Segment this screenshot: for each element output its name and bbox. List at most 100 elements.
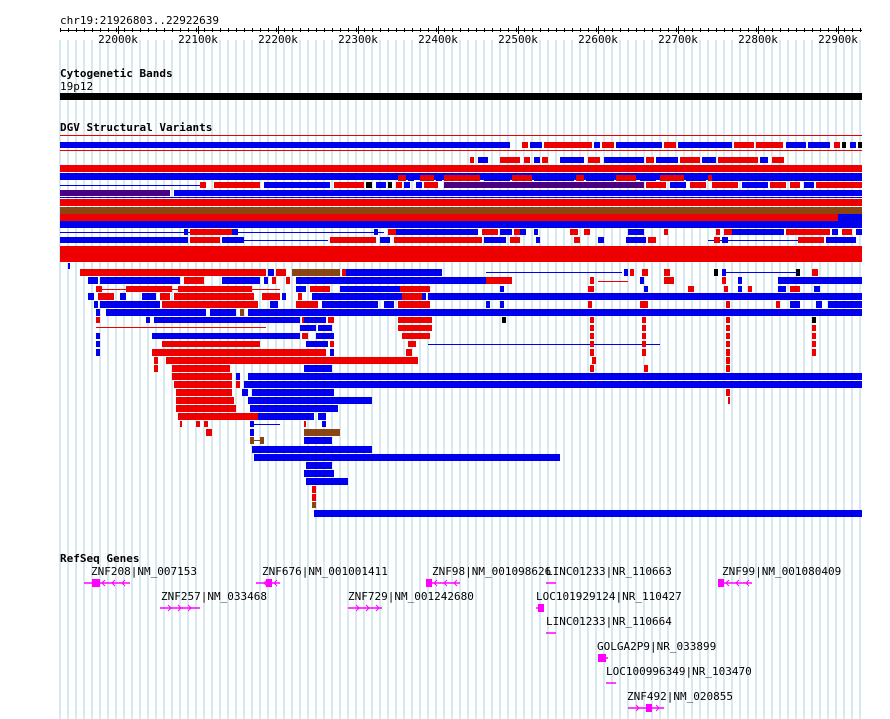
variant-bar[interactable] xyxy=(80,269,266,276)
variant-bar[interactable] xyxy=(160,293,170,300)
variant-bar[interactable] xyxy=(96,309,100,316)
variant-bar[interactable] xyxy=(292,269,340,276)
variant-bar[interactable] xyxy=(542,157,548,163)
gene-model-linc01233-a[interactable] xyxy=(543,577,559,589)
variant-bar[interactable] xyxy=(520,229,526,235)
variant-bar[interactable] xyxy=(722,237,728,243)
variant-bar[interactable] xyxy=(604,157,644,163)
gene-model-znf99[interactable] xyxy=(715,577,755,589)
variant-bar[interactable] xyxy=(154,317,300,323)
variant-bar[interactable] xyxy=(738,277,742,284)
gene-label-znf208[interactable]: ZNF208|NM_007153 xyxy=(91,565,197,578)
variant-bar[interactable] xyxy=(664,269,670,276)
variant-bar[interactable] xyxy=(264,277,268,284)
variant-bar[interactable] xyxy=(726,301,730,308)
variant-bar[interactable] xyxy=(850,142,856,148)
variant-bar[interactable] xyxy=(484,237,506,243)
variant-bar[interactable] xyxy=(726,365,730,372)
gene-model-loc100996349[interactable] xyxy=(603,677,619,689)
variant-bar[interactable] xyxy=(680,157,700,163)
variant-bar[interactable] xyxy=(722,269,726,276)
variant-bar[interactable] xyxy=(162,341,260,347)
variant-bar[interactable] xyxy=(346,269,442,276)
variant-bar[interactable] xyxy=(664,277,674,284)
variant-bar[interactable] xyxy=(252,389,334,396)
variant-bar[interactable] xyxy=(812,317,816,323)
variant-bar[interactable] xyxy=(172,365,230,372)
gene-label-znf99[interactable]: ZNF99|NM_001080409 xyxy=(722,565,842,578)
variant-bar[interactable] xyxy=(330,341,334,347)
variant-bar[interactable] xyxy=(232,229,238,235)
variant-bar[interactable] xyxy=(174,190,862,196)
variant-bar[interactable] xyxy=(842,142,846,148)
variant-span[interactable] xyxy=(252,440,264,441)
variant-bar[interactable] xyxy=(88,293,94,300)
variant-bar[interactable] xyxy=(106,309,206,316)
variant-bar[interactable] xyxy=(174,293,254,300)
variant-bar[interactable] xyxy=(310,286,330,292)
variant-bar[interactable] xyxy=(340,286,400,292)
variant-bar[interactable] xyxy=(646,157,654,163)
variant-bar[interactable] xyxy=(624,269,628,276)
variant-bar[interactable] xyxy=(798,237,824,243)
gene-model-znf257[interactable] xyxy=(157,602,203,614)
variant-bar[interactable] xyxy=(644,365,648,372)
variant-bar[interactable] xyxy=(184,229,188,235)
variant-bar[interactable] xyxy=(60,221,862,228)
variant-bar[interactable] xyxy=(322,301,378,308)
variant-bar[interactable] xyxy=(616,142,662,148)
variant-bar[interactable] xyxy=(334,182,364,188)
variant-bar[interactable] xyxy=(444,182,644,188)
variant-span[interactable] xyxy=(60,179,400,180)
gene-model-znf676[interactable] xyxy=(253,577,283,589)
variant-bar[interactable] xyxy=(644,286,648,292)
variant-bar[interactable] xyxy=(642,317,646,323)
variant-span[interactable] xyxy=(254,424,280,425)
variant-bar[interactable] xyxy=(576,175,584,181)
variant-bar[interactable] xyxy=(748,286,752,292)
variant-bar[interactable] xyxy=(142,293,156,300)
variant-bar[interactable] xyxy=(262,293,280,300)
variant-bar[interactable] xyxy=(304,429,340,436)
variant-bar[interactable] xyxy=(396,182,402,188)
gene-label-znf257[interactable]: ZNF257|NM_033468 xyxy=(161,590,267,603)
variant-bar[interactable] xyxy=(790,301,800,308)
variant-bar[interactable] xyxy=(376,182,386,188)
variant-bar[interactable] xyxy=(402,333,430,339)
variant-bar[interactable] xyxy=(248,397,372,404)
variant-bar[interactable] xyxy=(60,142,510,148)
variant-bar[interactable] xyxy=(330,349,334,356)
variant-bar[interactable] xyxy=(590,277,594,284)
variant-bar[interactable] xyxy=(502,317,506,323)
variant-bar[interactable] xyxy=(380,237,390,243)
variant-bar[interactable] xyxy=(190,229,232,235)
gene-label-loc101929124[interactable]: LOC101929124|NR_110427 xyxy=(536,590,682,603)
variant-bar[interactable] xyxy=(816,301,822,308)
variant-bar[interactable] xyxy=(384,301,394,308)
variant-bar[interactable] xyxy=(394,237,482,243)
variant-span[interactable] xyxy=(60,185,200,186)
gene-label-znf729[interactable]: ZNF729|NM_001242680 xyxy=(348,590,474,603)
variant-span[interactable] xyxy=(60,197,862,198)
variant-bar[interactable] xyxy=(640,175,656,181)
variant-bar[interactable] xyxy=(796,269,800,276)
variant-bar[interactable] xyxy=(244,381,862,388)
variant-bar[interactable] xyxy=(314,510,862,517)
variant-bar[interactable] xyxy=(248,309,862,316)
variant-bar[interactable] xyxy=(812,349,816,356)
variant-bar[interactable] xyxy=(306,478,348,485)
variant-bar[interactable] xyxy=(626,237,646,243)
variant-bar[interactable] xyxy=(250,421,254,427)
variant-bar[interactable] xyxy=(712,182,738,188)
variant-bar[interactable] xyxy=(594,142,600,148)
variant-bar[interactable] xyxy=(590,341,594,347)
variant-bar[interactable] xyxy=(722,277,726,284)
variant-bar[interactable] xyxy=(770,182,786,188)
variant-bar[interactable] xyxy=(444,175,480,181)
variant-bar[interactable] xyxy=(172,373,232,380)
variant-bar[interactable] xyxy=(322,421,326,427)
variant-bar[interactable] xyxy=(500,229,512,235)
variant-bar[interactable] xyxy=(724,286,728,292)
variant-bar[interactable] xyxy=(398,175,406,181)
variant-bar[interactable] xyxy=(816,182,862,188)
